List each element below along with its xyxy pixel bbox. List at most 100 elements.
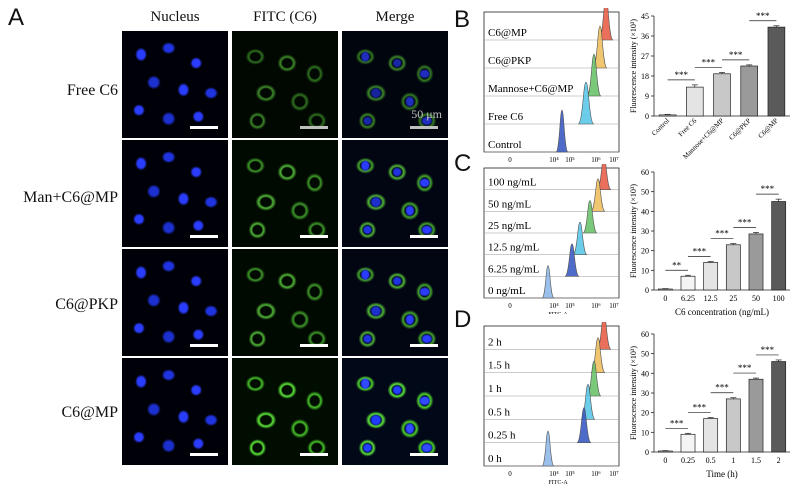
histogram-peak [564, 243, 580, 277]
histogram-peak [586, 53, 602, 97]
panel-label-b: B [454, 6, 471, 33]
histogram-tick-label: 10⁵ [565, 156, 575, 164]
micrograph-fitc-free-c6 [232, 31, 338, 138]
histogram-tick-label: 10⁴ [549, 302, 559, 310]
significance-marker: ** [672, 260, 682, 270]
bar [740, 65, 758, 117]
scale-bar [410, 126, 438, 129]
x-tick-label: 100 [773, 294, 785, 303]
y-tick-label: 9 [645, 92, 649, 101]
histogram-peak [598, 8, 614, 41]
significance-marker: *** [738, 217, 752, 227]
histogram-x-label: FITC-A [548, 312, 568, 314]
x-tick-label: 0 [663, 294, 667, 303]
y-tick-label: 30 [641, 389, 649, 398]
scale-bar [410, 235, 438, 238]
bar [748, 233, 764, 291]
significance-marker: *** [702, 57, 716, 67]
micrograph-nucleus-man-c6-mp [122, 140, 228, 247]
bar [767, 26, 786, 117]
histogram-c: 100 ng/mL 50 ng/mL 25 ng/mL 12.5 ng/mL 6.25 … [483, 164, 620, 314]
y-axis-label: Fluorescence intensity (×10³) [629, 346, 638, 440]
bar [771, 361, 787, 453]
y-tick-label: 30 [641, 227, 649, 236]
histogram-tick-label: 10⁴ [549, 156, 559, 164]
histogram-series-label: 1 h [488, 383, 502, 395]
bar [657, 288, 673, 291]
micrograph-nucleus-c6-pkp [122, 249, 228, 356]
significance-marker: *** [729, 50, 743, 60]
micrograph-merge-man-c6-mp [342, 140, 448, 247]
histogram-peak [590, 178, 606, 212]
histogram-peak [592, 25, 608, 69]
x-tick-label: 25 [729, 294, 737, 303]
histogram-series-label: C6@MP [488, 27, 527, 39]
panel-label-a: A [8, 4, 25, 31]
histogram-tick-label: 10⁷ [609, 156, 619, 164]
micrograph-nucleus-free-c6 [122, 31, 228, 138]
histogram-x-label: FITC-A [548, 480, 568, 484]
scale-bar [300, 126, 328, 129]
significance-marker: *** [674, 70, 688, 80]
significance-marker: *** [693, 403, 707, 413]
histogram-peak [541, 265, 555, 299]
row-label-c6-pkp: C6@PKP [55, 296, 118, 313]
histogram-peak [586, 360, 602, 397]
y-tick-label: 40 [641, 207, 649, 216]
scale-bar [190, 344, 218, 347]
histogram-tick-label: 10⁶ [591, 156, 601, 164]
x-tick-label: C6@PKP [728, 117, 753, 142]
x-tick-label: 1 [731, 456, 735, 465]
scale-bar [190, 453, 218, 456]
scale-bar-label: 50 μm [411, 107, 442, 121]
bar [748, 378, 764, 453]
histogram-peak [596, 164, 612, 190]
x-tick-label: 2 [777, 456, 781, 465]
scale-bar [300, 344, 328, 347]
bar [680, 433, 696, 453]
micrograph-merge-c6-mp [342, 358, 448, 465]
histogram-series-label: 1.5 h [488, 360, 511, 372]
y-tick-label: 40 [641, 369, 649, 378]
y-tick-label: 0 [645, 286, 649, 295]
micrograph-merge-c6-pkp [342, 249, 448, 356]
scale-bar [190, 235, 218, 238]
x-tick-label: 0 [663, 456, 667, 465]
bar [725, 398, 741, 453]
row-label-free-c6: Free C6 [66, 82, 118, 99]
histogram-peak [596, 322, 612, 350]
micrograph-nucleus-c6-mp [122, 358, 228, 465]
histogram-series-label: Control [488, 139, 522, 151]
histogram-peak [577, 81, 595, 125]
x-tick-label: 0.5 [706, 456, 716, 465]
histogram-d: 2 h 1.5 h 1 h 0.5 h 0.25 h 0 h 0 10⁴ 10⁵ 10⁶ 10⁷ FI… [483, 322, 620, 484]
bar [703, 262, 719, 291]
scale-bar [410, 344, 438, 347]
scale-bar [410, 453, 438, 456]
bar [713, 73, 731, 117]
histogram-series-label: 25 ng/mL [488, 220, 531, 232]
x-tick-label: C6@MP [757, 117, 780, 140]
x-tick-label: Free C6 [677, 116, 699, 138]
x-tick-label: Control [650, 117, 671, 138]
bar [686, 86, 704, 117]
row-label-c6-mp: C6@MP [61, 404, 118, 421]
y-tick-label: 18 [641, 72, 649, 81]
histogram-series-label: 50 ng/mL [488, 198, 531, 210]
histogram-series-label: 0.25 h [488, 430, 516, 442]
column-header-nucleus: Nucleus [150, 9, 200, 25]
x-tick-label: 6.25 [681, 294, 695, 303]
histogram-tick-label: 0 [508, 156, 512, 164]
bar [771, 201, 787, 291]
micrograph-fitc-man-c6-mp [232, 140, 338, 247]
significance-marker: *** [756, 11, 770, 21]
histogram-peak [555, 109, 569, 153]
histogram-peak [582, 200, 598, 234]
histogram-tick-label: 10⁶ [591, 302, 601, 310]
y-axis-label: Fluorescence intensity (×10³) [629, 19, 638, 113]
bar [703, 418, 719, 453]
histogram-tick-label: 10⁴ [549, 470, 559, 478]
x-tick-label: 12.5 [704, 294, 718, 303]
